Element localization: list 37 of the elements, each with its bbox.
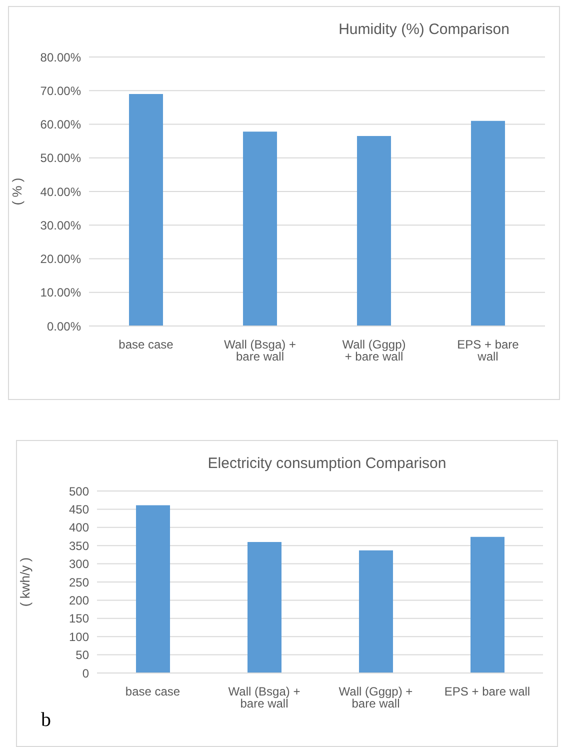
y-tick-label: 40.00% [40,184,82,199]
y-axis-title: ( % ) [10,178,25,206]
y-tick-label: 20.00% [40,252,82,266]
y-tick-label: 300 [68,557,90,572]
x-tick-label: Wall (Gggp) + bare wall [342,338,406,364]
y-tick-label: 350 [68,538,90,553]
y-tick-label: 0.00% [46,319,82,334]
bar [470,536,504,673]
y-tick-label: 450 [68,502,90,516]
y-tick-label: 150 [68,612,90,626]
x-tick-label: base case [125,684,180,699]
x-tick-label: Wall (Bsga) + bare wall [224,338,296,364]
y-tick-label: 500 [68,484,90,498]
y-tick-label: 100 [68,630,90,644]
chart-title: Electricity consumption Comparison [206,455,448,472]
y-tick-label: 60.00% [40,118,82,132]
y-tick-label: 80.00% [40,50,82,64]
x-tick-label: base case [118,338,174,352]
y-tick-label: 70.00% [40,84,82,98]
x-tick-label: Wall (Gggp) + bare wall [338,684,413,711]
bar [248,542,282,673]
y-tick-label: 400 [68,520,90,535]
chart-title: Humidity (%) Comparison [338,21,510,38]
bar [136,505,170,673]
x-tick-label: EPS + bare wall [457,338,520,364]
y-tick-label: 30.00% [40,218,82,232]
y-tick-label: 0 [82,666,90,680]
y-tick-label: 50 [76,648,90,662]
text: b [41,709,51,732]
y-axis-title: ( kwh/y ) [18,557,33,607]
y-tick-label: 250 [68,575,90,590]
bar [359,550,393,673]
y-tick-label: 10.00% [40,286,82,300]
y-tick-label: 50.00% [40,151,82,166]
x-tick-label: Wall (Bsga) + bare wall [228,684,300,711]
x-tick-label: EPS + bare wall [444,684,530,699]
y-tick-label: 200 [68,593,90,608]
